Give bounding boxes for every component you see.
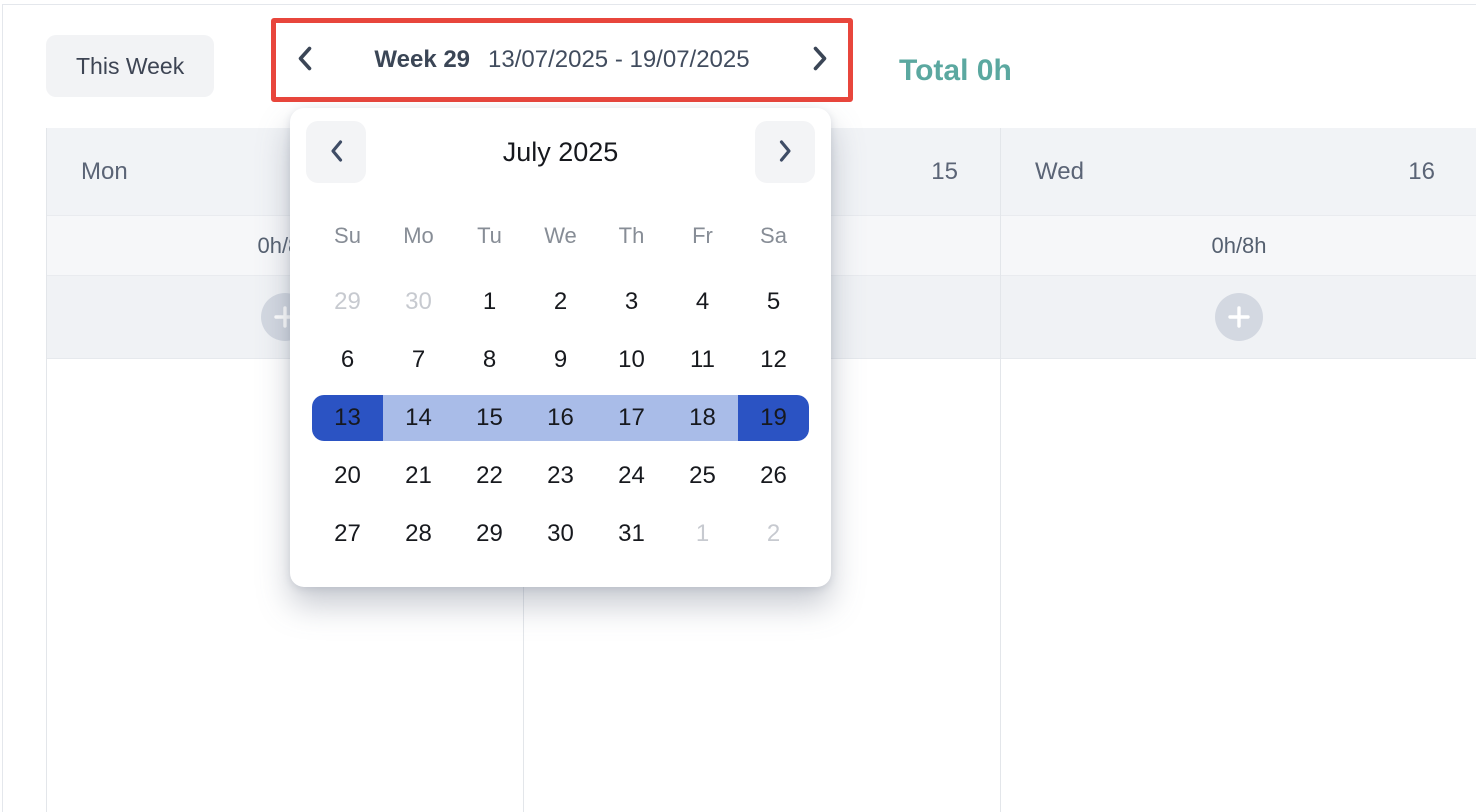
add-entry-row: [1001, 276, 1476, 359]
day-column-wed: Wed 16 0h/8h: [1000, 128, 1476, 812]
week-number-label: Week 29: [374, 46, 471, 73]
day-hours-summary: 0h/8h: [1001, 216, 1476, 276]
calendar-day-15[interactable]: 15: [454, 395, 525, 441]
weekday-label-we: We: [544, 223, 577, 248]
day-name-label: Wed: [1035, 157, 1084, 185]
week-navigator: Week 29 13/07/2025 - 19/07/2025: [271, 18, 853, 102]
chevron-left-icon: [296, 45, 313, 75]
month-title: July 2025: [502, 136, 619, 167]
calendar-day-9[interactable]: 9: [553, 346, 568, 373]
calendar-day-21[interactable]: 21: [405, 462, 432, 489]
calendar-day-4[interactable]: 4: [695, 288, 710, 315]
calendar-day-19[interactable]: 19: [738, 395, 809, 441]
weekday-label-su: Su: [334, 223, 361, 248]
this-week-button[interactable]: This Week: [46, 35, 215, 97]
add-entry-button[interactable]: [1215, 293, 1263, 341]
calendar-day-13[interactable]: 13: [312, 395, 383, 441]
calendar-day-3[interactable]: 3: [624, 288, 639, 315]
calendar-day-30[interactable]: 30: [405, 288, 432, 315]
previous-month-button[interactable]: [306, 121, 366, 183]
calendar-day-14[interactable]: 14: [383, 395, 454, 441]
next-month-button[interactable]: [755, 121, 815, 183]
calendar-day-7[interactable]: 7: [411, 346, 426, 373]
chevron-right-icon: [778, 139, 793, 166]
calendar-day-24[interactable]: 24: [618, 462, 645, 489]
calendar-day-1[interactable]: 1: [695, 520, 710, 547]
day-date-label: 16: [1408, 157, 1435, 185]
calendar-day-26[interactable]: 26: [760, 462, 787, 489]
weekday-label-sa: Sa: [760, 223, 787, 248]
day-body-wed: [1001, 359, 1476, 812]
calendar-day-2[interactable]: 2: [766, 520, 781, 547]
calendar-day-20[interactable]: 20: [334, 462, 361, 489]
calendar-day-1[interactable]: 1: [482, 288, 497, 315]
calendar-day-28[interactable]: 28: [405, 520, 432, 547]
weekday-header-row: Su Mo Tu We Th Fr Sa: [306, 223, 815, 249]
calendar-day-11[interactable]: 11: [690, 346, 715, 373]
day-name-label: Mon: [81, 157, 128, 185]
weekday-label-mo: Mo: [403, 223, 434, 248]
calendar-week-row: 29 30 1 2 3 4 5: [312, 273, 809, 331]
calendar-day-22[interactable]: 22: [476, 462, 503, 489]
calendar-day-17[interactable]: 17: [596, 395, 667, 441]
day-date-label: 15: [931, 157, 958, 185]
calendar-day-25[interactable]: 25: [689, 462, 716, 489]
calendar-day-31[interactable]: 31: [618, 520, 645, 547]
calendar-week-row: 27 28 29 30 31 1 2: [312, 505, 809, 563]
plus-icon: [1227, 305, 1251, 329]
calendar-day-6[interactable]: 6: [340, 346, 355, 373]
calendar-day-16[interactable]: 16: [525, 395, 596, 441]
calendar-week-row: 13 14 15 16 17 18 19: [312, 389, 809, 447]
day-header-wed: Wed 16: [1001, 128, 1476, 216]
calendar-date-grid: 29 30 1 2 3 4 5 6 7 8 9 10 11 12 13 14 15 16 17 18 19 20 21 22 2…: [306, 273, 815, 563]
next-week-button[interactable]: [803, 35, 837, 85]
calendar-day-18[interactable]: 18: [667, 395, 738, 441]
calendar-day-27[interactable]: 27: [334, 520, 361, 547]
timesheet-panel: This Week Week 29 13/07/2025 - 19/07/202…: [2, 4, 1476, 812]
calendar-day-23[interactable]: 23: [547, 462, 574, 489]
datepicker-popup: July 2025 Su Mo Tu We Th Fr Sa 29 30 1 2 3 4 5 6 7 8 9 10…: [290, 108, 831, 587]
calendar-day-12[interactable]: 12: [760, 346, 787, 373]
calendar-day-5[interactable]: 5: [766, 288, 781, 315]
week-navigator-label: Week 29 13/07/2025 - 19/07/2025: [321, 46, 803, 74]
calendar-day-10[interactable]: 10: [618, 346, 645, 373]
week-grid: Mon 0h/8h 15 Wed 16 0h/8h: [46, 128, 1476, 812]
weekday-label-th: Th: [618, 223, 645, 248]
total-hours-label: Total 0h: [899, 54, 1012, 87]
weekday-label-tu: Tu: [477, 223, 502, 248]
calendar-day-29[interactable]: 29: [476, 520, 503, 547]
calendar-week-row: 6 7 8 9 10 11 12: [312, 331, 809, 389]
calendar-day-2[interactable]: 2: [553, 288, 568, 315]
datepicker-header: July 2025: [306, 121, 815, 183]
calendar-day-30[interactable]: 30: [547, 520, 574, 547]
weekday-label-fr: Fr: [692, 223, 713, 248]
calendar-day-29[interactable]: 29: [334, 288, 361, 315]
previous-week-button[interactable]: [287, 35, 321, 85]
week-date-range: 13/07/2025 - 19/07/2025: [488, 46, 750, 73]
calendar-day-8[interactable]: 8: [482, 346, 497, 373]
calendar-week-row: 20 21 22 23 24 25 26: [312, 447, 809, 505]
chevron-right-icon: [812, 45, 829, 75]
chevron-left-icon: [329, 139, 344, 166]
